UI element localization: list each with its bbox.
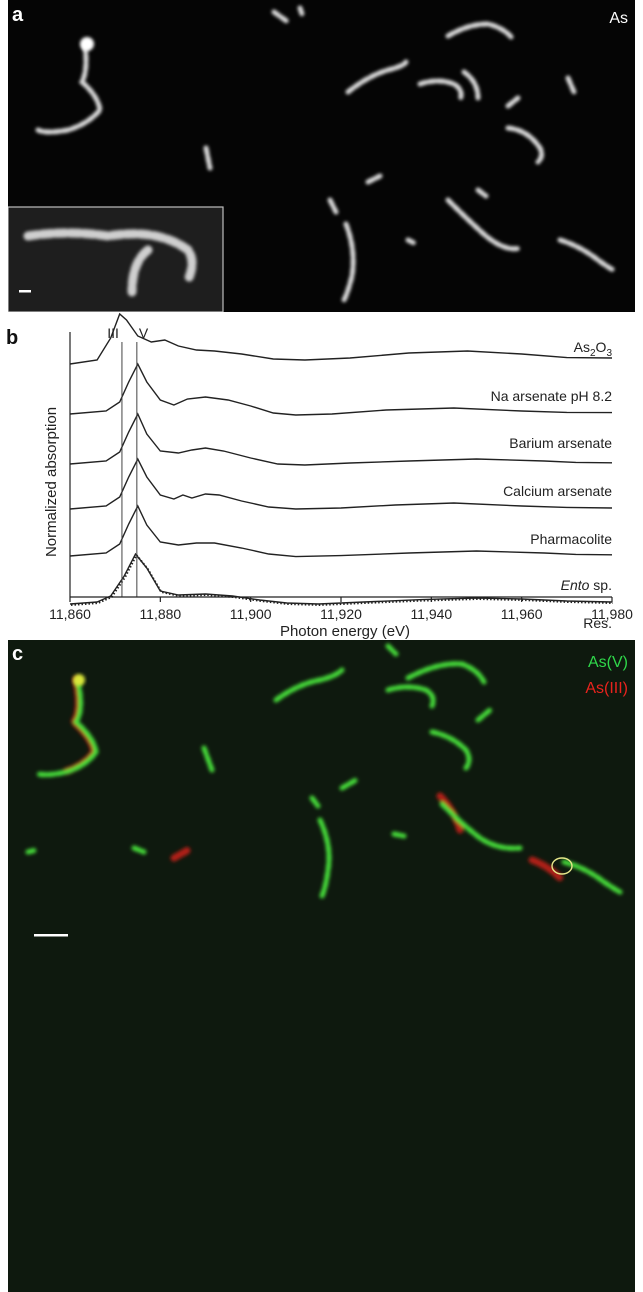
series-label: Calcium arsenate [503,483,612,499]
legend-as-iii: As(III) [585,680,628,697]
series-label: Barium arsenate [509,435,612,451]
series-label: Pharmacolite [530,531,612,547]
series-group [69,312,614,607]
fit-line [70,553,614,607]
xanes-spectra-chart: III V 11,860 11,880 11,900 11,920 11,940 11,96… [43,312,633,640]
reference-line-label: V [139,325,149,341]
micrograph-panel-c: c As(V) As(III) [8,640,635,1292]
x-tick-label: 11,940 [410,606,452,622]
y-axis-label: Normalized absorption [43,407,60,557]
reference-lines: III V [107,325,149,597]
panel-letter-a: a [12,4,24,26]
series-label: Ento sp. [561,577,612,593]
series-label: Na arsenate pH 8.2 [491,388,613,404]
micrograph-panel-a: a As [8,0,635,312]
panel-letter-b: b [6,327,19,349]
micrograph-a-image [8,0,635,312]
x-tick-label: 11,880 [139,606,181,622]
panel-letter-c: c [12,643,24,665]
x-ticks: 11,860 11,880 11,900 11,920 11,940 11,960 11,9… [49,597,633,622]
series-labels: As2O3 Na arsenate pH 8.2 Barium arsenate Ca… [491,339,613,631]
x-tick-label: 11,900 [230,606,272,622]
x-axis-label: Photon energy (eV) [280,623,410,640]
x-tick-label: 11,860 [49,606,91,622]
series-line [69,504,613,558]
element-label-as: As [609,10,628,27]
legend-as-v: As(V) [588,654,628,671]
x-tick-label: 11,920 [320,606,362,622]
series-line [69,362,613,416]
x-tick-label: 11,980 [591,606,633,622]
series-line [69,312,613,365]
series-label: Res. [583,615,612,631]
reference-line-label: III [107,325,119,341]
micrograph-c-image [8,640,635,1292]
series-line [69,457,613,510]
series-label: As2O3 [574,339,613,359]
x-tick-label: 11,960 [501,606,543,622]
series-line [69,412,613,466]
